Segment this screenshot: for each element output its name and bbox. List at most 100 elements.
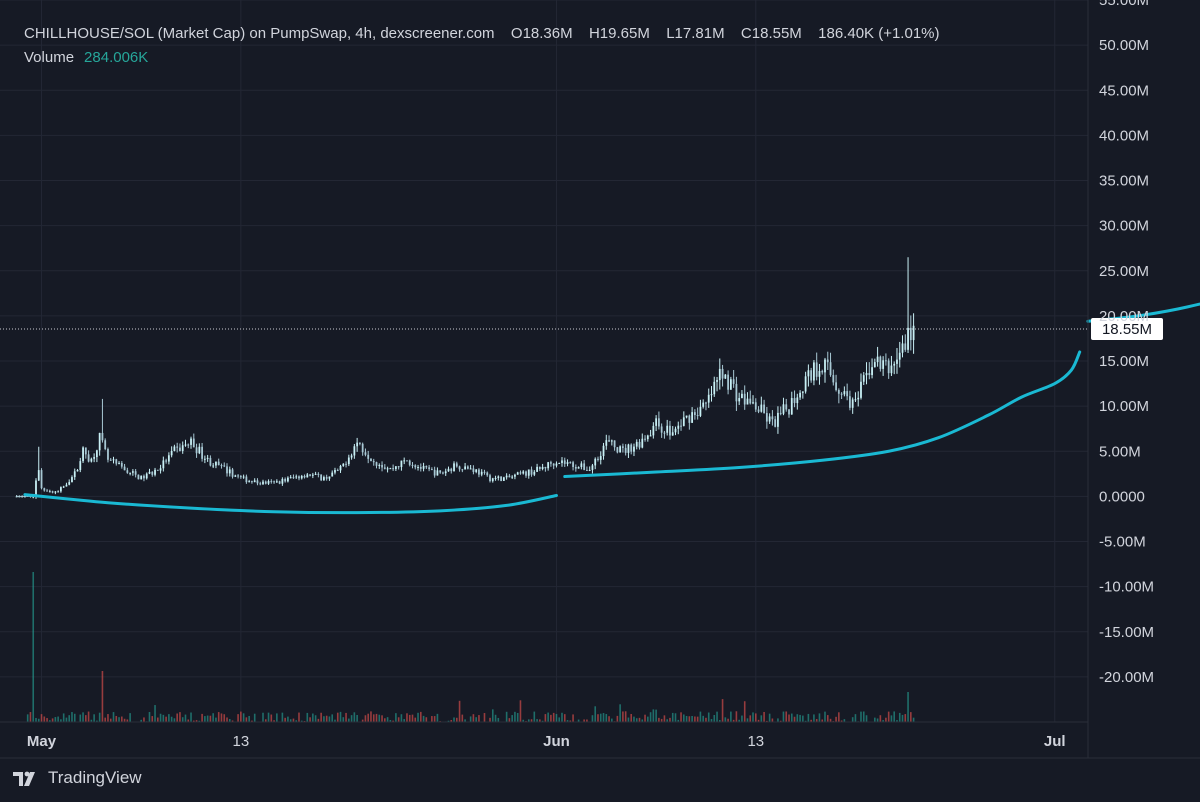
volume-bar <box>904 714 907 722</box>
candle-body <box>713 381 716 395</box>
volume-bar <box>375 713 378 722</box>
candle-body <box>48 491 51 493</box>
volume-bar <box>453 717 455 722</box>
candle-body <box>763 404 765 414</box>
candle-body <box>580 463 583 468</box>
volume-bar <box>148 712 151 722</box>
candle-body <box>561 460 563 464</box>
volume-bar <box>907 692 909 722</box>
time-axis[interactable]: May13Jun13Jul13 <box>27 733 1200 750</box>
volume-bar <box>251 720 253 722</box>
volume-bar <box>49 720 51 722</box>
volume-bar <box>602 713 605 722</box>
candle-body <box>752 402 754 404</box>
candle-body <box>813 362 815 381</box>
trend-curve-3[interactable] <box>1086 45 1200 323</box>
candle-body <box>586 469 588 471</box>
volume-bar <box>121 716 123 722</box>
candle-body <box>774 419 777 427</box>
legend-low-label: L <box>666 25 675 42</box>
price-axis[interactable]: 55.00M 50.00M 45.00M 40.00M 35.00M 30.00M 25.0… <box>1099 0 1154 686</box>
trend-curve-2[interactable] <box>563 350 1082 479</box>
candle-body <box>278 481 281 484</box>
candle-body <box>768 416 771 422</box>
volume-bar <box>638 717 641 722</box>
candle-body <box>43 488 46 491</box>
candle-body <box>378 464 381 466</box>
candle-body <box>320 474 323 481</box>
candle-body <box>131 471 134 473</box>
candle-body <box>466 466 469 469</box>
volume-bar <box>829 718 832 722</box>
x-tick-label: 13 <box>233 733 250 750</box>
candle-body <box>417 466 419 468</box>
volume-bar <box>505 711 508 722</box>
candle-body <box>860 381 862 398</box>
volume-bar <box>98 712 101 722</box>
tradingview-brand[interactable]: TradingView <box>12 768 142 788</box>
candle-body <box>619 446 622 453</box>
y-tick-label: 40.00M <box>1099 127 1149 144</box>
volume-bar <box>511 715 513 722</box>
candle-body <box>832 375 835 383</box>
volume-bar <box>420 711 422 722</box>
volume-bar <box>663 715 666 722</box>
candle-body <box>660 426 663 433</box>
volume-bar <box>356 714 358 722</box>
candle-body <box>201 446 203 459</box>
candle-body <box>804 376 807 392</box>
candle-body <box>682 417 685 426</box>
volume-bar <box>727 718 729 722</box>
candle-body <box>386 468 389 470</box>
y-tick-label: 5.00M <box>1099 443 1141 460</box>
volume-bar <box>838 712 840 722</box>
volume-bar <box>140 719 142 722</box>
candle-body <box>32 496 35 498</box>
candle-body <box>447 468 450 472</box>
volume-bar <box>93 714 95 722</box>
candle-body <box>527 469 530 476</box>
candle-body <box>741 393 743 399</box>
candle-body <box>231 469 234 477</box>
candle-body <box>901 343 904 353</box>
candle-body <box>630 444 633 452</box>
volume-bar <box>815 719 818 722</box>
volume-bar <box>306 712 309 722</box>
candle-body <box>406 460 408 462</box>
candle-body <box>73 471 76 478</box>
volume-bar <box>810 719 812 722</box>
volume-bar <box>752 712 754 722</box>
trend-curve-1[interactable] <box>23 493 558 515</box>
volume-bar <box>802 715 804 722</box>
candle-body <box>60 487 62 492</box>
candle-body <box>522 471 525 474</box>
volume-bar <box>882 720 884 722</box>
candle-body <box>430 469 433 471</box>
candle-body <box>311 474 314 476</box>
volume-bar <box>851 717 854 722</box>
volume-bar <box>807 713 810 722</box>
candle-body <box>453 463 455 472</box>
volume-bar <box>552 712 555 722</box>
legend-source: dexscreener.com <box>380 25 495 42</box>
candle-body <box>334 470 336 473</box>
volume-bar <box>483 713 486 722</box>
candle-body <box>657 418 660 427</box>
volume-bar <box>469 716 472 722</box>
candle-body <box>721 368 724 379</box>
legend-venue: on PumpSwap <box>249 25 347 42</box>
candle-body <box>508 475 511 478</box>
volume-bar <box>447 720 450 722</box>
volume-bar <box>608 716 610 722</box>
candle-body <box>134 471 137 475</box>
volume-bar <box>630 713 633 722</box>
volume-bar <box>245 717 248 722</box>
candle-body <box>176 446 179 448</box>
candle-body <box>195 447 198 454</box>
volume-bar <box>198 720 201 722</box>
candle-body <box>281 478 284 484</box>
candle-body <box>707 394 710 403</box>
candle-body <box>693 412 696 416</box>
volume-bar <box>154 705 156 722</box>
